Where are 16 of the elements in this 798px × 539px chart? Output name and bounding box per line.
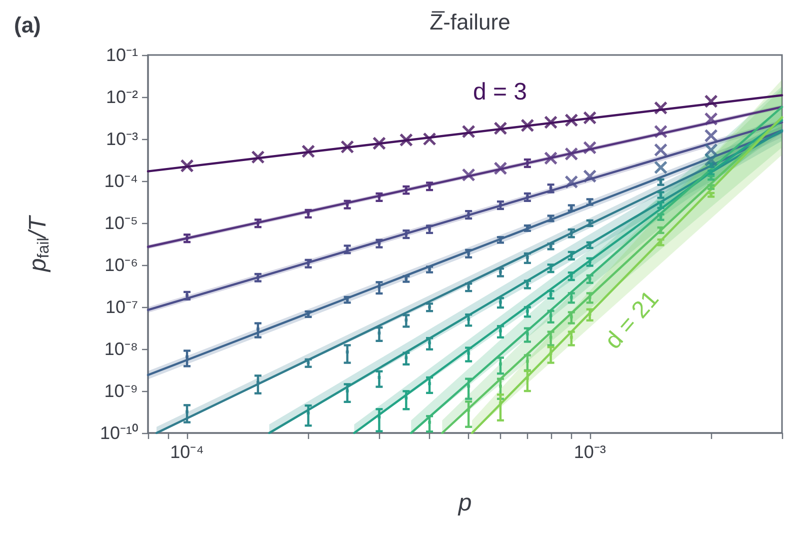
y-tick-label: 10⁻²: [106, 87, 138, 107]
annotation: d = 21: [600, 286, 664, 354]
y-tick-label: 10⁻⁵: [104, 213, 138, 233]
y-tick-label: 10⁻¹: [106, 45, 138, 65]
y-tick-label: 10⁻⁶: [104, 255, 138, 275]
y-tick-label: 10⁻⁷: [105, 297, 138, 317]
y-tick-label: 10⁻³: [106, 129, 138, 149]
text: (a): [14, 12, 41, 38]
x-axis-title: p: [457, 490, 472, 516]
y-tick-label: 10⁻⁹: [104, 381, 138, 401]
y-tick-label: 10⁻⁸: [104, 339, 138, 359]
annotation: d = 3: [472, 78, 528, 106]
chart-title: Z̅-failure: [430, 10, 510, 34]
y-tick-label: 10⁻⁴: [104, 171, 138, 191]
y-tick-label: 10⁻¹⁰: [100, 423, 138, 443]
y-axis-title: pfail/T: [24, 214, 52, 273]
